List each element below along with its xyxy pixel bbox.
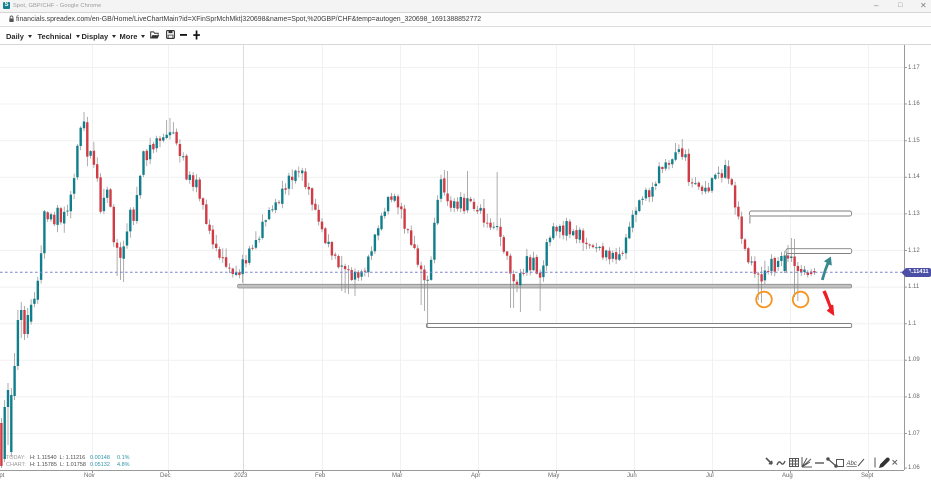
- svg-text:Abc: Abc: [846, 461, 857, 467]
